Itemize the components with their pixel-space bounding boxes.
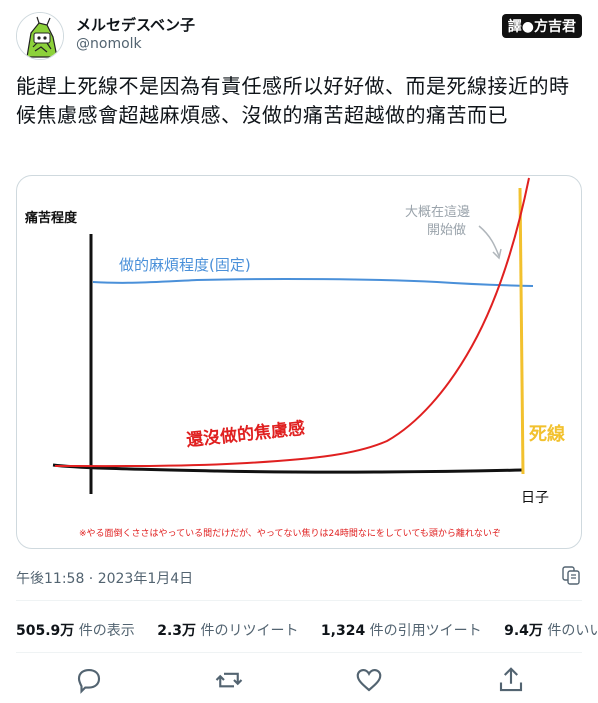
tweet-timestamp[interactable]: 午後11:58 · 2023年1月4日 [16, 571, 194, 587]
annotation-line-1: 大概在這邊 [405, 204, 470, 220]
stat-quotes[interactable]: 1,324 件の引用ツイート [320, 623, 482, 639]
deadline-line [518, 187, 525, 475]
tweet-image[interactable]: 痛苦程度 做的麻煩程度(固定) 還沒做的焦慮感 死線 大概在這邊 開始做 日子 … [16, 175, 582, 549]
stat-likes[interactable]: 9.4万 件のいいね [504, 623, 598, 639]
tweet-header: メルセデスベン子 @nomolk 譯●方吉君 [16, 12, 582, 62]
procrastination-drawing: 痛苦程度 做的麻煩程度(固定) 還沒做的焦慮感 死線 大概在這邊 開始做 日子 … [24, 177, 565, 539]
annotation-line-2: 開始做 [427, 223, 466, 238]
y-axis-label: 痛苦程度 [24, 210, 78, 226]
share-icon[interactable] [496, 665, 526, 695]
red-curve-label: 還沒做的焦慮感 [185, 418, 306, 451]
divider-bottom [16, 652, 582, 653]
annotation-arrow [478, 225, 500, 257]
blue-line-label: 做的麻煩程度(固定) [119, 256, 251, 274]
avatar-icon [17, 13, 63, 59]
footnote: ※やる面倒くささはやっている間だけだが、やってない焦りは24時間なにをしていても… [79, 527, 501, 539]
tweet-text: 能趕上死線不是因為有責任感所以好好做、而是死線接近的時候焦慮感會超越麻煩感、沒做… [16, 74, 570, 127]
x-axis [52, 463, 523, 474]
annotation-arrowhead [492, 248, 502, 260]
reply-icon[interactable] [74, 665, 104, 695]
blue-effort-line [92, 277, 534, 287]
engagement-stats: 505.9万 件の表示 2.3万 件のリツイート 1,324 件の引用ツイート … [16, 620, 598, 640]
retweet-icon[interactable] [214, 665, 244, 695]
copy-link-icon[interactable] [560, 564, 582, 586]
user-handle[interactable]: @nomolk [76, 36, 142, 52]
x-axis-label: 日子 [521, 490, 549, 506]
avatar[interactable] [16, 12, 64, 60]
divider-top [16, 600, 582, 601]
display-name[interactable]: メルセデスベン子 [76, 16, 195, 34]
action-bar [16, 665, 582, 695]
deadline-label: 死線 [529, 423, 565, 445]
stat-views[interactable]: 505.9万 件の表示 [16, 623, 135, 639]
red-anxiety-curve [54, 177, 530, 468]
like-icon[interactable] [354, 665, 384, 695]
stat-retweets[interactable]: 2.3万 件のリツイート [157, 623, 299, 639]
translator-badge: 譯●方吉君 [501, 14, 582, 38]
